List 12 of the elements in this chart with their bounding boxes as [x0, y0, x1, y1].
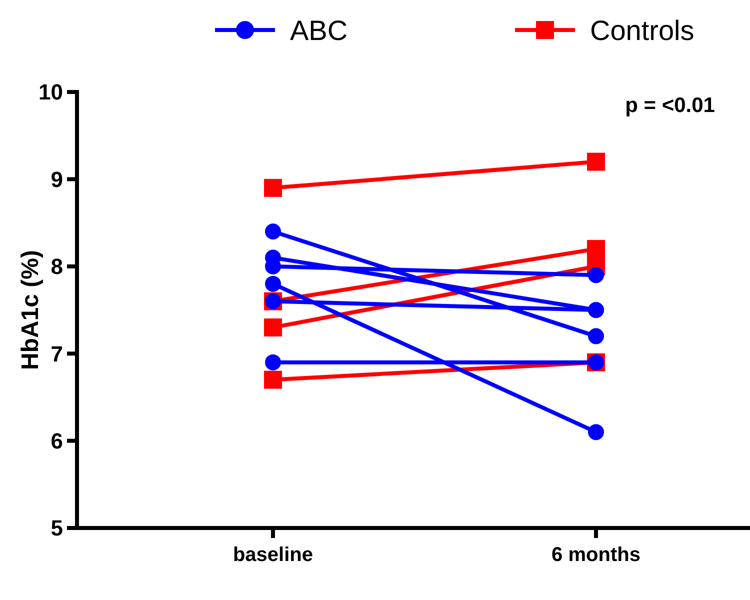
x-tick-label: 6 months — [552, 544, 640, 566]
y-axis-title: HbA1c (%) — [17, 250, 44, 370]
y-tick-label: 6 — [50, 428, 63, 454]
annotation: p = <0.01 — [625, 94, 716, 117]
x-tick-label: baseline — [232, 544, 314, 566]
legend-label: ABC — [290, 14, 348, 46]
legend-label: Controls — [590, 14, 694, 46]
y-tick-label: 10 — [38, 80, 63, 105]
y-tick-label: 5 — [50, 516, 63, 541]
y-tick-label: 7 — [50, 341, 63, 366]
y-tick-label: 9 — [50, 166, 63, 192]
y-tick-label: 8 — [50, 254, 63, 280]
